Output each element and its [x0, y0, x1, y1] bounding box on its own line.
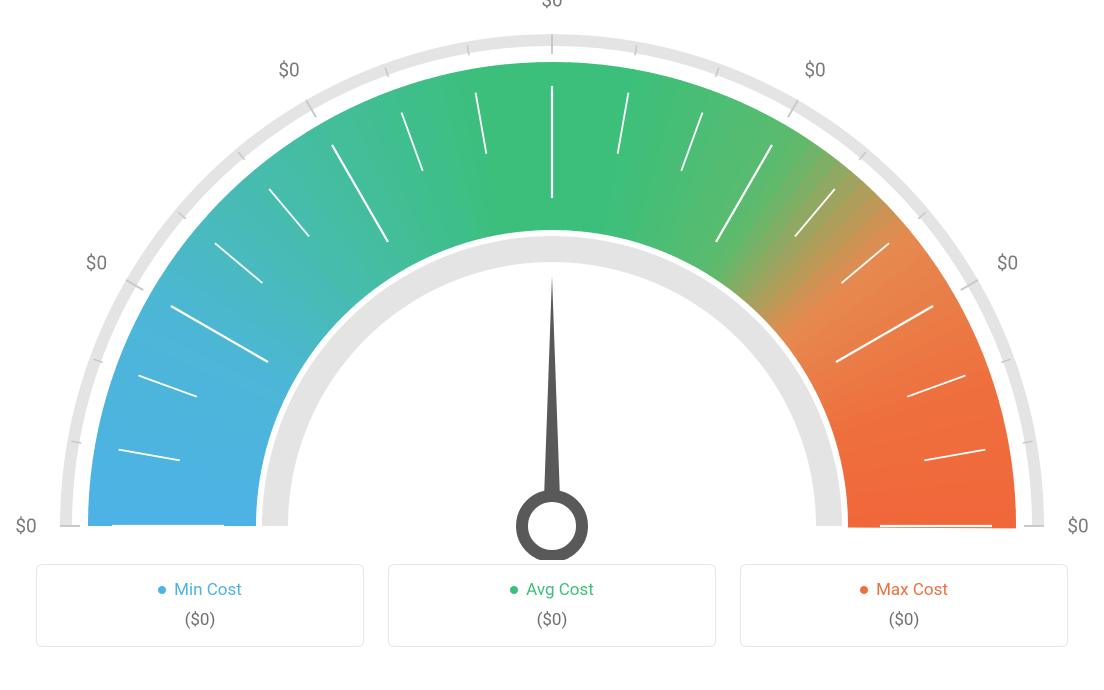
legend-dot-avg: [510, 586, 518, 594]
legend-row: Min Cost ($0) Avg Cost ($0) Max Cost ($0…: [0, 564, 1104, 647]
legend-title-max: Max Cost: [860, 580, 948, 600]
gauge-tick-label: $0: [278, 59, 299, 82]
legend-dot-min: [158, 586, 166, 594]
legend-label-avg: Avg Cost: [526, 580, 594, 600]
gauge-tick-label: $0: [15, 515, 36, 538]
legend-title-avg: Avg Cost: [510, 580, 594, 600]
gauge-tick-label: $0: [86, 252, 107, 275]
legend-dot-max: [860, 586, 868, 594]
legend-card-max: Max Cost ($0): [740, 564, 1068, 647]
legend-card-min: Min Cost ($0): [36, 564, 364, 647]
legend-label-max: Max Cost: [876, 580, 948, 600]
legend-value-min: ($0): [47, 610, 353, 630]
legend-card-avg: Avg Cost ($0): [388, 564, 716, 647]
gauge-tick-label: $0: [804, 59, 825, 82]
gauge-svg: [0, 0, 1104, 560]
gauge-tick-label: $0: [1067, 515, 1088, 538]
gauge-tick-label: $0: [541, 0, 562, 12]
cost-gauge: $0 $0 $0 $0 $0 $0 $0: [0, 0, 1104, 560]
legend-value-max: ($0): [751, 610, 1057, 630]
legend-value-avg: ($0): [399, 610, 705, 630]
legend-title-min: Min Cost: [158, 580, 242, 600]
legend-label-min: Min Cost: [174, 580, 242, 600]
gauge-tick-label: $0: [997, 252, 1018, 275]
